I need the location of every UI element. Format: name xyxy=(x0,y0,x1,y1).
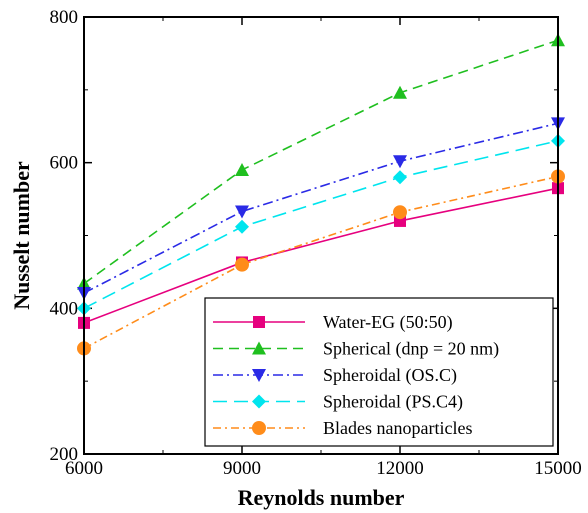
series-spheroidal-os-c xyxy=(77,117,565,301)
point-spheroidal-os-c-12000 xyxy=(393,155,407,169)
y-tick-label-400: 400 xyxy=(50,298,79,319)
legend-marker-spheroidal-os-c xyxy=(252,369,266,382)
point-spheroidal-ps-c4-12000 xyxy=(393,170,407,185)
x-tick-label-15000: 15000 xyxy=(534,458,582,479)
series-spherical-dnp-20-nm xyxy=(77,33,565,290)
legend-label-spheroidal-ps-c4: Spheroidal (PS.C4) xyxy=(323,392,463,413)
legend-label-blades-nanoparticles: Blades nanoparticles xyxy=(323,418,472,438)
legend-label-spherical-dnp-20-nm: Spherical (dnp = 20 nm) xyxy=(323,339,499,360)
legend-item-blades-nanoparticles: Blades nanoparticles xyxy=(213,418,472,438)
legend-label-water-eg-50-50: Water-EG (50:50) xyxy=(323,312,453,333)
legend-item-spheroidal-os-c: Spheroidal (OS.C) xyxy=(213,365,457,386)
series-line-spherical-dnp-20-nm xyxy=(83,39,559,285)
series-line-blades-nanoparticles xyxy=(83,175,559,350)
legend-label-spheroidal-os-c: Spheroidal (OS.C) xyxy=(323,365,457,386)
legend-marker-water-eg-50-50 xyxy=(253,316,265,328)
x-axis-title: Reynolds number xyxy=(238,485,405,510)
series-blades-nanoparticles xyxy=(77,169,565,356)
y-tick-label-200: 200 xyxy=(50,444,79,465)
series-spheroidal-ps-c4 xyxy=(77,133,565,316)
series-line-spheroidal-ps-c4 xyxy=(83,140,559,310)
series-line-water-eg-50-50 xyxy=(83,187,559,324)
legend-item-water-eg-50-50: Water-EG (50:50) xyxy=(213,312,453,333)
point-blades-nanoparticles-12000 xyxy=(393,205,407,220)
legend-item-spheroidal-ps-c4: Spheroidal (PS.C4) xyxy=(213,392,463,413)
x-tick-label-9000: 9000 xyxy=(223,458,261,479)
legend-marker-spheroidal-ps-c4 xyxy=(252,394,266,409)
legend-item-spherical-dnp-20-nm: Spherical (dnp = 20 nm) xyxy=(213,339,499,360)
y-tick-label-800: 800 xyxy=(50,7,79,28)
point-spheroidal-os-c-9000 xyxy=(235,205,249,219)
x-tick-label-12000: 12000 xyxy=(376,458,424,479)
legend-marker-blades-nanoparticles xyxy=(252,421,266,435)
plot-area-frame xyxy=(83,16,559,455)
point-spherical-dnp-20-nm-9000 xyxy=(235,162,249,176)
x-tick-label-6000: 6000 xyxy=(65,458,103,479)
y-axis-title: Nusselt number xyxy=(9,161,34,310)
point-spheroidal-ps-c4-9000 xyxy=(235,219,249,234)
point-blades-nanoparticles-9000 xyxy=(235,257,249,272)
point-spherical-dnp-20-nm-12000 xyxy=(393,85,407,99)
y-tick-label-600: 600 xyxy=(50,153,79,174)
series-line-spheroidal-os-c xyxy=(83,122,559,294)
legend-marker-spherical-dnp-20-nm xyxy=(252,341,266,355)
